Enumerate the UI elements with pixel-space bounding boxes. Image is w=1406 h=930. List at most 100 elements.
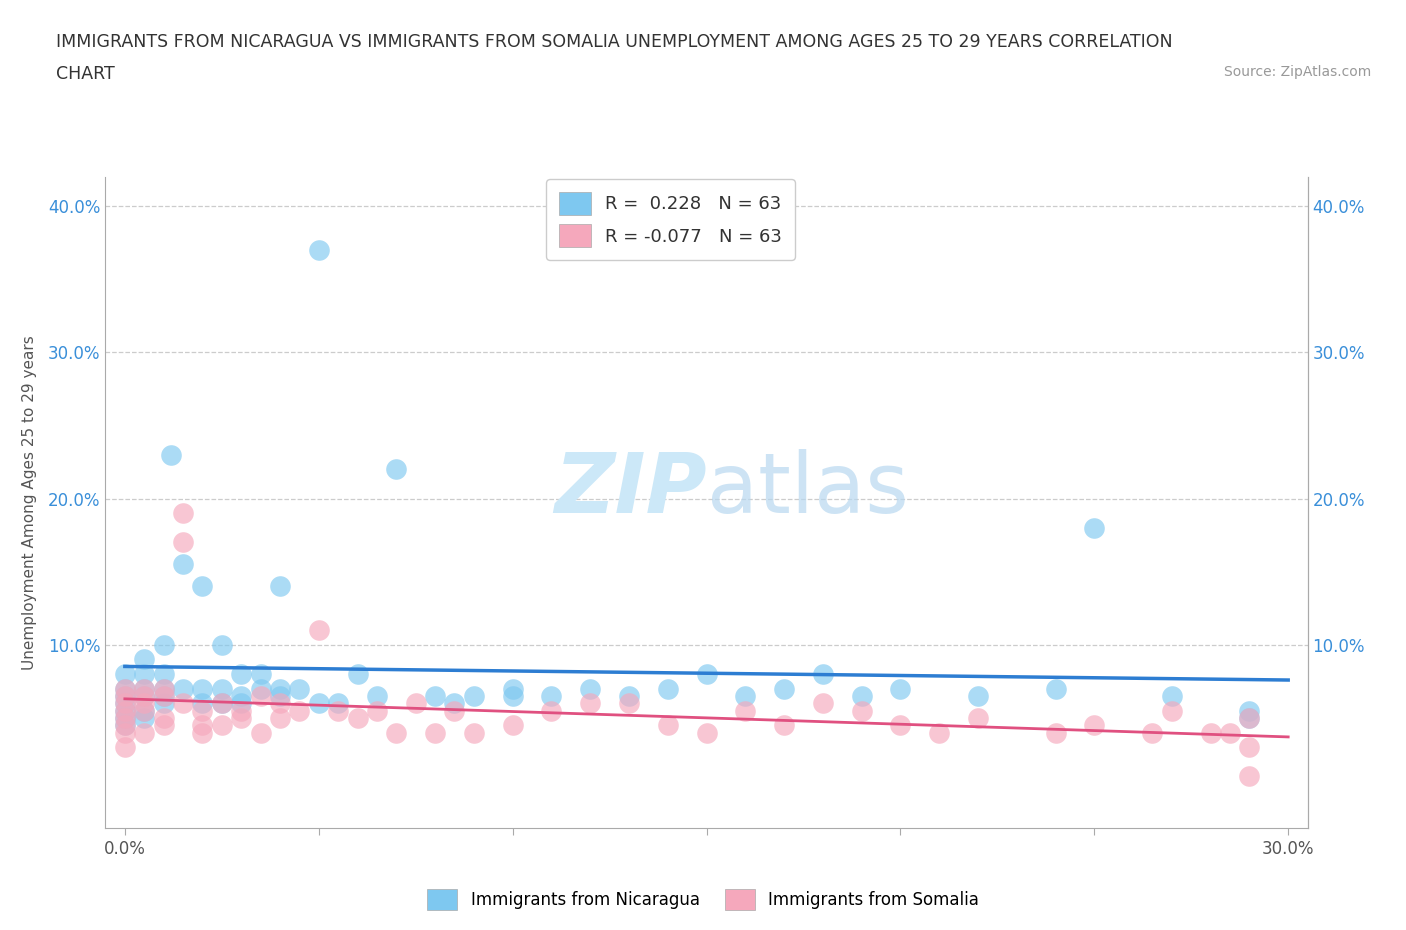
Point [811, 667, 834, 682]
Point [1219, 725, 1241, 740]
Point [231, 703, 253, 718]
Point [114, 739, 136, 754]
Point [191, 703, 214, 718]
Point [1160, 703, 1182, 718]
Point [211, 718, 233, 733]
Point [211, 637, 233, 652]
Point [1239, 711, 1261, 725]
Point [308, 623, 330, 638]
Point [211, 696, 233, 711]
Point [114, 688, 136, 703]
Point [696, 667, 718, 682]
Point [811, 696, 834, 711]
Point [231, 688, 253, 703]
Point [134, 652, 156, 667]
Point [502, 682, 524, 697]
Point [211, 696, 233, 711]
Point [696, 725, 718, 740]
Point [405, 696, 427, 711]
Point [191, 696, 214, 711]
Point [152, 718, 174, 733]
Point [114, 682, 136, 697]
Point [423, 725, 446, 740]
Point [773, 682, 796, 697]
Point [114, 703, 136, 718]
Point [579, 696, 602, 711]
Point [211, 682, 233, 697]
Y-axis label: Unemployment Among Ages 25 to 29 years: Unemployment Among Ages 25 to 29 years [22, 335, 37, 670]
Point [114, 711, 136, 725]
Point [540, 688, 562, 703]
Point [191, 718, 214, 733]
Point [152, 682, 174, 697]
Point [502, 688, 524, 703]
Point [269, 688, 291, 703]
Point [423, 688, 446, 703]
Point [114, 688, 136, 703]
Point [191, 725, 214, 740]
Point [1239, 711, 1261, 725]
Point [734, 688, 756, 703]
Point [249, 725, 271, 740]
Point [889, 682, 911, 697]
Point [114, 718, 136, 733]
Point [269, 711, 291, 725]
Point [269, 578, 291, 593]
Point [928, 725, 950, 740]
Point [134, 703, 156, 718]
Point [172, 682, 194, 697]
Point [346, 667, 368, 682]
Point [1199, 725, 1222, 740]
Point [152, 637, 174, 652]
Point [851, 688, 873, 703]
Point [191, 578, 214, 593]
Point [1239, 703, 1261, 718]
Point [443, 696, 465, 711]
Point [385, 462, 408, 477]
Point [114, 703, 136, 718]
Point [134, 696, 156, 711]
Point [1083, 521, 1105, 536]
Point [773, 718, 796, 733]
Point [851, 703, 873, 718]
Point [134, 703, 156, 718]
Text: Source: ZipAtlas.com: Source: ZipAtlas.com [1223, 65, 1371, 79]
Point [152, 688, 174, 703]
Point [134, 667, 156, 682]
Point [152, 667, 174, 682]
Point [1142, 725, 1164, 740]
Legend: R =  0.228   N = 63, R = -0.077   N = 63: R = 0.228 N = 63, R = -0.077 N = 63 [546, 179, 794, 259]
Point [134, 725, 156, 740]
Point [114, 682, 136, 697]
Point [231, 711, 253, 725]
Point [269, 682, 291, 697]
Point [346, 711, 368, 725]
Point [114, 718, 136, 733]
Point [288, 682, 311, 697]
Point [385, 725, 408, 740]
Point [617, 688, 640, 703]
Point [191, 682, 214, 697]
Point [269, 696, 291, 711]
Point [134, 682, 156, 697]
Point [657, 718, 679, 733]
Point [249, 688, 271, 703]
Point [308, 243, 330, 258]
Point [967, 688, 990, 703]
Point [967, 711, 990, 725]
Point [134, 682, 156, 697]
Point [1239, 769, 1261, 784]
Point [114, 711, 136, 725]
Point [366, 688, 388, 703]
Point [160, 447, 183, 462]
Point [172, 557, 194, 572]
Point [443, 703, 465, 718]
Point [617, 696, 640, 711]
Point [326, 703, 349, 718]
Point [114, 667, 136, 682]
Text: IMMIGRANTS FROM NICARAGUA VS IMMIGRANTS FROM SOMALIA UNEMPLOYMENT AMONG AGES 25 : IMMIGRANTS FROM NICARAGUA VS IMMIGRANTS … [56, 33, 1173, 50]
Point [231, 667, 253, 682]
Text: ZIP: ZIP [554, 448, 707, 530]
Text: atlas: atlas [707, 448, 908, 530]
Point [657, 682, 679, 697]
